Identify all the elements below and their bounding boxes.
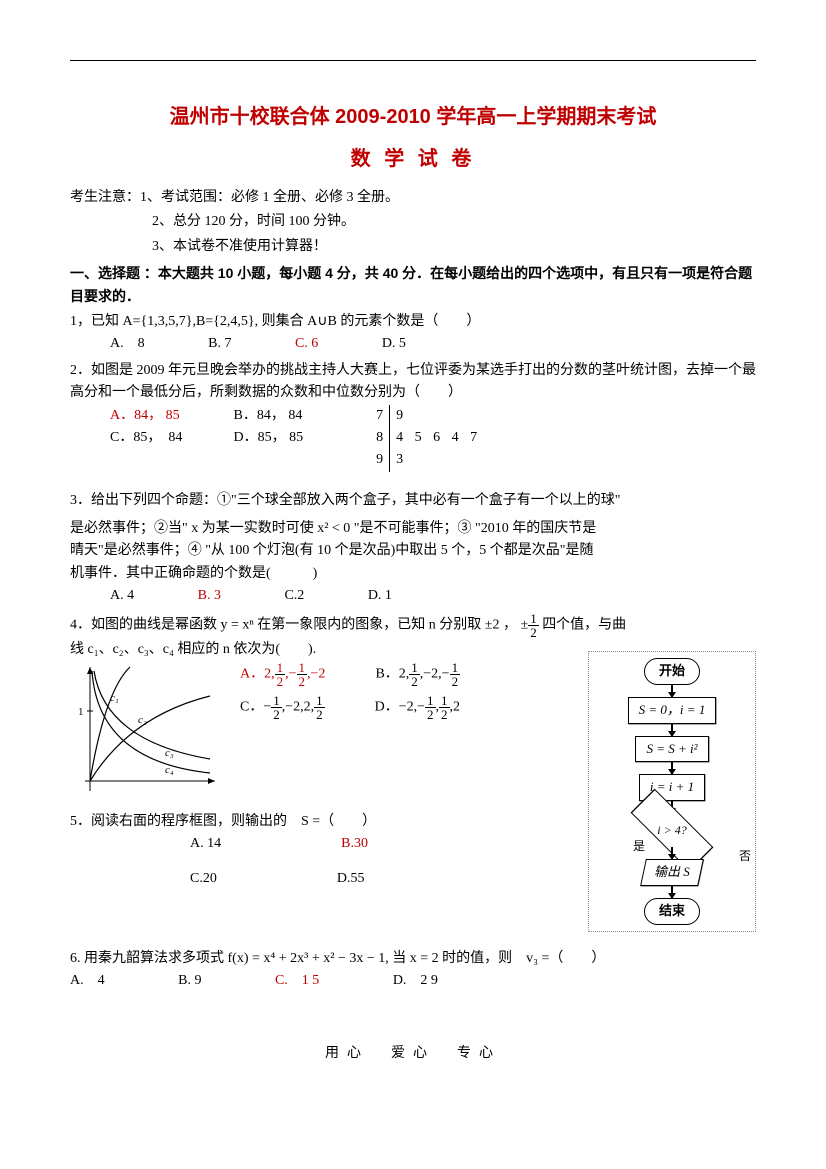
sl-stem-2: 9 — [363, 449, 390, 471]
q1-options: A. 8 B. 7 C. 6 D. 5 — [70, 333, 756, 355]
q6-options: A. 4 B. 9 C. 1 5 D. 2 9 — [70, 970, 756, 992]
q1-A: A. 8 — [110, 333, 145, 355]
notice3: 3、本试卷不准使用计算器！ — [70, 236, 756, 258]
q3-a: 3．给出下列四个命题：①"三个球全部放入两个盒子，其中必有一个盒子有一个以上的球… — [70, 490, 756, 512]
svg-text:c₁: c₁ — [110, 692, 119, 704]
svg-text:c₂: c₂ — [138, 714, 147, 726]
flow-cond: i > 4? — [640, 813, 704, 847]
q3-C: C.2 — [284, 585, 304, 607]
q2-body: A．84， 85 B．84， 84 C．85， 84 D．85， 85 79 8… — [70, 405, 756, 472]
flow-arrow-icon — [671, 847, 673, 859]
title-line2: 数 学 试 卷 — [70, 143, 756, 175]
q5-D: D.55 — [337, 868, 365, 890]
half-frac-icon: 12 — [528, 612, 539, 639]
q6-B: B. 9 — [178, 970, 201, 992]
q4-D: D．−2,−12,12,2 — [375, 694, 460, 721]
flow-end: 结束 — [644, 898, 700, 925]
flow-arrow-icon — [671, 724, 673, 736]
q3-B: B. 3 — [198, 585, 221, 607]
q4-pm: ± — [521, 617, 529, 632]
flow-yes: 是 — [633, 837, 645, 856]
footer: 用心 爱心 专心 — [70, 1043, 756, 1065]
sl-stem-1: 8 — [363, 427, 390, 449]
flow-output: 输出 S — [640, 859, 703, 886]
flow-arrow-icon — [671, 886, 673, 898]
q3-b: 是必然事件；②当" x 为某一实数时可使 x² < 0 "是不可能事件；③ "2… — [70, 518, 756, 540]
title-line1: 温州市十校联合体 2009-2010 学年高一上学期期末考试 — [70, 101, 756, 133]
q1-D: D. 5 — [382, 333, 406, 355]
q4-C: C．−12,−2,2,12 — [240, 694, 325, 721]
q3-d: 机事件．其中正确命题的个数是( ) — [70, 563, 756, 585]
notice1: 1、考试范围：必修 1 全册、必修 3 全册。 — [140, 190, 399, 205]
q5-A: A. 14 — [190, 833, 221, 855]
q1-text: 1，已知 A={1,3,5,7},B={2,4,5}, 则集合 A∪B 的元素个… — [70, 311, 756, 333]
svg-text:c₃: c₃ — [165, 747, 174, 759]
q4-text-a: 4．如图的曲线是幂函数 y = xⁿ 在第一象限内的图象，已知 n 分别取 ±2… — [70, 617, 517, 632]
svg-text:1: 1 — [78, 706, 84, 718]
sl-leaf-2: 3 — [390, 449, 407, 471]
flow-arrow-icon — [671, 762, 673, 774]
notice2: 2、总分 120 分，时间 100 分钟。 — [70, 211, 756, 233]
q2-D: D．85， 85 — [234, 430, 304, 445]
q5-C: C.20 — [190, 868, 217, 890]
q4-body: 1 c₁ c₂ c₃ c₄ A．2,12,−12,−2 B．2,12,−2,−1… — [70, 661, 578, 801]
flow-start: 开始 — [644, 658, 700, 685]
svg-text:c₄: c₄ — [165, 764, 174, 776]
q1-C: C. 6 — [295, 333, 318, 355]
flow-no: 否 — [739, 847, 751, 866]
q2-text: 2．如图是 2009 年元旦晚会举办的挑战主持人大赛上，七位评委为某选手打出的分… — [70, 360, 756, 405]
q3-D: D. 1 — [368, 585, 392, 607]
q6-C: C. 1 5 — [275, 970, 319, 992]
q6-text: 6. 用秦九韶算法求多项式 f(x) = x⁴ + 2x³ + x² − 3x … — [70, 948, 756, 970]
sl-leaf-1: 4 5 6 4 7 — [390, 427, 481, 449]
top-rule — [70, 60, 756, 61]
q4-text-b: 四个值，与曲 — [542, 617, 626, 632]
section1-heading: 一、选择题 ：本大题共 10 小题，每小题 4 分，共 40 分．在每小题给出的… — [70, 262, 756, 307]
notice-label: 考生注意： — [70, 190, 140, 205]
sl-leaf-0: 9 — [390, 405, 407, 427]
q4-graph: 1 c₁ c₂ c₃ c₄ — [70, 661, 220, 801]
q4-text: 4．如图的曲线是幂函数 y = xⁿ 在第一象限内的图象，已知 n 分别取 ±2… — [70, 612, 756, 639]
q2-options: A．84， 85 B．84， 84 C．85， 84 D．85， 85 — [70, 405, 303, 450]
q3-options: A. 4 B. 3 C.2 D. 1 — [70, 585, 756, 607]
notice-line-1: 考生注意：1、考试范围：必修 1 全册、必修 3 全册。 — [70, 187, 756, 209]
q4-A: A．2,12,−12,−2 — [240, 661, 325, 688]
q2-B: B．84， 84 — [234, 408, 303, 423]
flowchart: 开始 S = 0，i = 1 S = S + i² i = i + 1 i > … — [588, 651, 756, 932]
q4-options: A．2,12,−12,−2 B．2,12,−2,−12 C．−12,−2,2,1… — [240, 661, 578, 727]
q6-D: D. 2 9 — [393, 970, 438, 992]
stemleaf-plot: 79 84 5 6 4 7 93 — [363, 405, 481, 472]
sl-stem-0: 7 — [363, 405, 390, 427]
q2-C: C．85， 84 — [110, 427, 230, 449]
q6-A: A. 4 — [70, 970, 105, 992]
flow-init: S = 0，i = 1 — [628, 697, 717, 724]
q3-A: A. 4 — [110, 585, 134, 607]
flow-arrow-icon — [671, 685, 673, 697]
q4-B: B．2,12,−2,−12 — [375, 661, 460, 688]
flow-cond-text: i > 4? — [640, 813, 704, 847]
q2-A: A．84， 85 — [110, 405, 230, 427]
q5-B: B.30 — [341, 833, 368, 855]
q3-c: 晴天"是必然事件；④ "从 100 个灯泡(有 10 个是次品)中取出 5 个，… — [70, 540, 756, 562]
flow-step: S = S + i² — [635, 736, 708, 763]
q1-B: B. 7 — [208, 333, 231, 355]
